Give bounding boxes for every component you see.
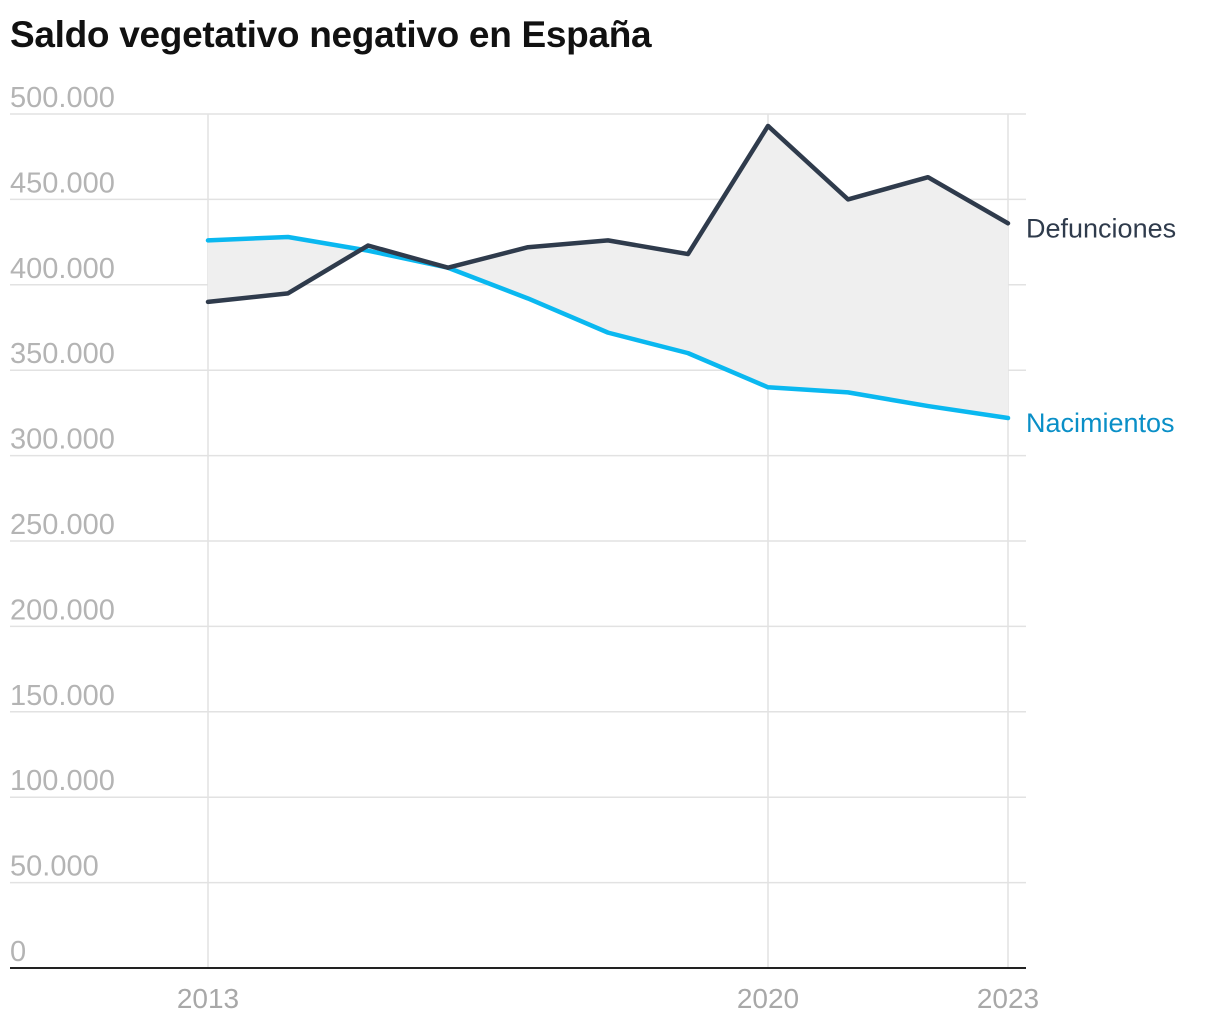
x-tick-label: 2020 [737,983,799,1014]
y-tick-label: 0 [10,936,26,968]
y-tick-label: 250.000 [10,509,115,541]
y-tick-label: 50.000 [10,851,99,883]
grid-layer [10,113,1026,969]
series-label-nacimientos: Nacimientos [1026,408,1175,438]
y-tick-label: 150.000 [10,680,115,712]
series-lines-layer [205,123,1011,421]
y-tick-label: 200.000 [10,594,115,626]
series-line-nacimientos [205,234,1011,421]
gap-area-layer [208,125,1008,419]
labels-layer: 0 50.000 100.000 150.000 200.000 250.000 300.0… [10,82,1176,1014]
y-tick-label: 450.000 [10,167,115,199]
series-line-defunciones [205,123,1011,305]
x-tick-label: 2013 [177,983,239,1014]
series-label-defunciones: Defunciones [1026,213,1176,243]
y-tick-label: 100.000 [10,765,115,797]
y-tick-label: 400.000 [10,253,115,285]
chart-title: Saldo vegetativo negativo en España [10,14,652,55]
y-tick-label: 500.000 [10,82,115,114]
x-tick-label: 2023 [977,983,1039,1014]
y-tick-label: 350.000 [10,338,115,370]
y-tick-label: 300.000 [10,424,115,456]
gap-area [208,125,1008,419]
